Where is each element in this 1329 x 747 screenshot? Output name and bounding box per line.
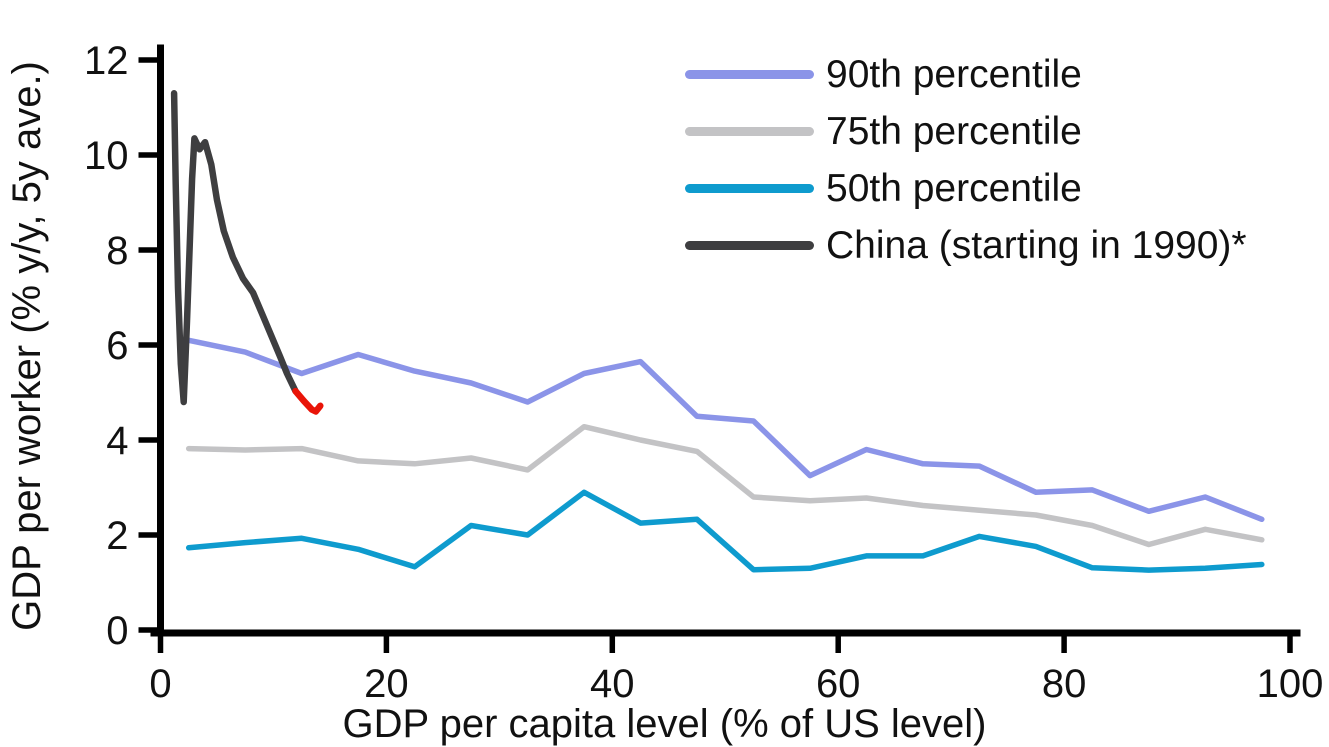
- legend-label: 50th percentile: [826, 166, 1082, 210]
- y-tick-label: 4: [106, 419, 128, 463]
- series-line-p90: [185, 337, 1265, 523]
- legend-label: 90th percentile: [826, 52, 1082, 96]
- legend-label: 75th percentile: [826, 109, 1082, 153]
- y-tick-label: 10: [84, 134, 129, 178]
- x-axis-title: GDP per capita level (% of US level): [342, 702, 987, 746]
- legend-line-swatch-china-icon: [685, 241, 814, 250]
- y-tick-label: 12: [84, 39, 129, 83]
- legend-item-50th-percentile: 50th percentile: [685, 160, 1247, 217]
- y-tick-label: 2: [106, 514, 128, 558]
- x-tick-label: 40: [590, 662, 635, 706]
- series-line-p50: [185, 489, 1265, 573]
- legend-line-swatch-75th-icon: [685, 127, 814, 136]
- legend-item-75th-percentile: 75th percentile: [685, 103, 1247, 160]
- legend-label: China (starting in 1990)*: [826, 223, 1247, 267]
- x-tick-label: 60: [816, 662, 861, 706]
- legend-item-china: China (starting in 1990)*: [685, 217, 1247, 274]
- y-tick-label: 6: [106, 324, 128, 368]
- series-line-china-recent-red: [292, 387, 324, 415]
- y-tick-label: 8: [106, 229, 128, 273]
- x-tick-label: 0: [149, 662, 171, 706]
- series-line-p75: [185, 423, 1265, 548]
- legend: 90th percentile 75th percentile 50th per…: [685, 46, 1247, 274]
- x-tick-label: 20: [364, 662, 409, 706]
- legend-line-swatch-90th-icon: [685, 70, 814, 79]
- y-axis-title: GDP per worker (% y/y, 5y ave.): [5, 61, 49, 631]
- y-tick-label: 0: [106, 609, 128, 653]
- x-tick-label: 80: [1042, 662, 1087, 706]
- legend-line-swatch-50th-icon: [685, 184, 814, 193]
- legend-item-90th-percentile: 90th percentile: [685, 46, 1247, 103]
- series-line-china: [170, 90, 299, 406]
- x-tick-label: 100: [1257, 662, 1324, 706]
